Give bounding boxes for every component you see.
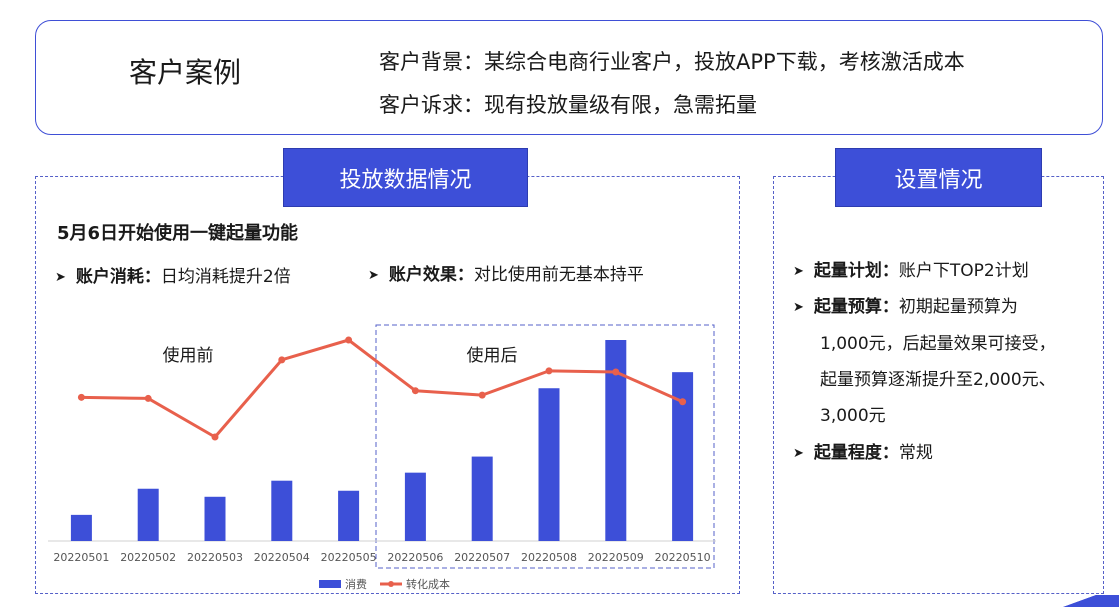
- tick-label-20220503: 20220503: [187, 551, 243, 564]
- cost-point-20220505: [345, 336, 353, 344]
- legend-marker-cost: [388, 581, 394, 587]
- plan-bullet: ➤ 起量计划：账户下TOP2计划: [793, 259, 1029, 285]
- settings-panel-tab: 设置情况: [835, 148, 1042, 207]
- cost-line: [81, 338, 684, 439]
- tick-label-20220501: 20220501: [53, 551, 109, 564]
- bar-20220505: [338, 490, 360, 541]
- cost-point-20220507: [478, 391, 486, 399]
- tick-label-20220506: 20220506: [387, 551, 443, 564]
- bar-20220509: [605, 340, 627, 541]
- cost-point-20220510: [679, 398, 687, 406]
- tick-label-20220502: 20220502: [120, 551, 176, 564]
- plan-label: 起量计划：: [813, 261, 899, 281]
- effect-text: 对比使用前无基本持平: [473, 265, 644, 285]
- level-text: 常规: [898, 443, 933, 463]
- spend-text: 日均消耗提升2倍: [160, 267, 291, 287]
- effect-bullet: ➤ 账户效果：对比使用前无基本持平: [368, 260, 644, 285]
- tick-label-20220504: 20220504: [254, 551, 310, 564]
- after-period-box: [375, 324, 715, 569]
- before-label: 使用前: [163, 345, 214, 366]
- level-bullet: ➤ 起量程度：常规: [793, 441, 933, 467]
- bar-20220506: [404, 472, 426, 541]
- feature-start-note: 5月6日开始使用一键起量功能: [57, 223, 299, 244]
- cost-point-20220502: [144, 394, 152, 402]
- spend-bullet: ➤ 账户消耗：日均消耗提升2倍: [55, 262, 291, 287]
- cost-point-20220504: [278, 356, 286, 364]
- legend-label-spend: 消费: [345, 577, 367, 591]
- after-label: 使用后: [467, 345, 518, 366]
- budget-text-3: 起量预算逐渐提升至2,000元、: [820, 370, 1056, 390]
- tick-label-20220508: 20220508: [521, 551, 577, 564]
- budget-text-4: 3,000元: [820, 406, 886, 426]
- bar-20220502: [137, 488, 159, 541]
- tick-label-20220507: 20220507: [454, 551, 510, 564]
- spend-label: 账户消耗：: [75, 267, 161, 287]
- corner-decoration: [1049, 595, 1119, 607]
- effect-label: 账户效果：: [388, 265, 474, 285]
- budget-text-2: 1,000元，后起量效果可接受，: [820, 334, 1056, 354]
- data-panel-tab: 投放数据情况: [283, 148, 528, 207]
- arrow-bullet-icon: ➤: [793, 264, 804, 279]
- customer-case-box: 客户案例 客户背景：某综合电商行业客户，投放APP下载，考核激活成本 客户诉求：…: [35, 20, 1103, 135]
- tick-label-20220510: 20220510: [655, 551, 711, 564]
- case-title: 客户案例: [129, 56, 242, 89]
- bar-20220503: [204, 496, 226, 541]
- bar-20220508: [538, 388, 560, 541]
- arrow-bullet-icon: ➤: [793, 446, 804, 461]
- level-label: 起量程度：: [813, 443, 899, 463]
- cost-point-20220508: [545, 367, 553, 375]
- arrow-bullet-icon: ➤: [368, 268, 379, 283]
- bar-20220501: [70, 514, 92, 541]
- arrow-bullet-icon: ➤: [55, 270, 66, 285]
- cost-point-20220501: [77, 393, 85, 401]
- legend-label-cost: 转化成本: [406, 577, 450, 591]
- bar-20220504: [271, 480, 293, 541]
- budget-bullet: ➤ 起量预算：初期起量预算为: [793, 295, 1018, 321]
- plan-text: 账户下TOP2计划: [898, 261, 1029, 281]
- cost-point-20220506: [411, 387, 419, 395]
- cost-point-20220509: [612, 368, 620, 376]
- budget-text-1: 初期起量预算为: [898, 297, 1018, 317]
- bar-20220507: [471, 456, 493, 541]
- case-demand: 客户诉求：现有投放量级有限，急需拓量: [379, 93, 757, 117]
- arrow-bullet-icon: ➤: [793, 300, 804, 315]
- bar-20220510: [672, 372, 694, 541]
- case-background: 客户背景：某综合电商行业客户，投放APP下载，考核激活成本: [379, 50, 965, 74]
- tick-label-20220505: 20220505: [321, 551, 377, 564]
- cost-point-20220503: [211, 433, 219, 441]
- legend-swatch-spend: [319, 580, 341, 588]
- tick-label-20220509: 20220509: [588, 551, 644, 564]
- budget-label: 起量预算：: [813, 297, 899, 317]
